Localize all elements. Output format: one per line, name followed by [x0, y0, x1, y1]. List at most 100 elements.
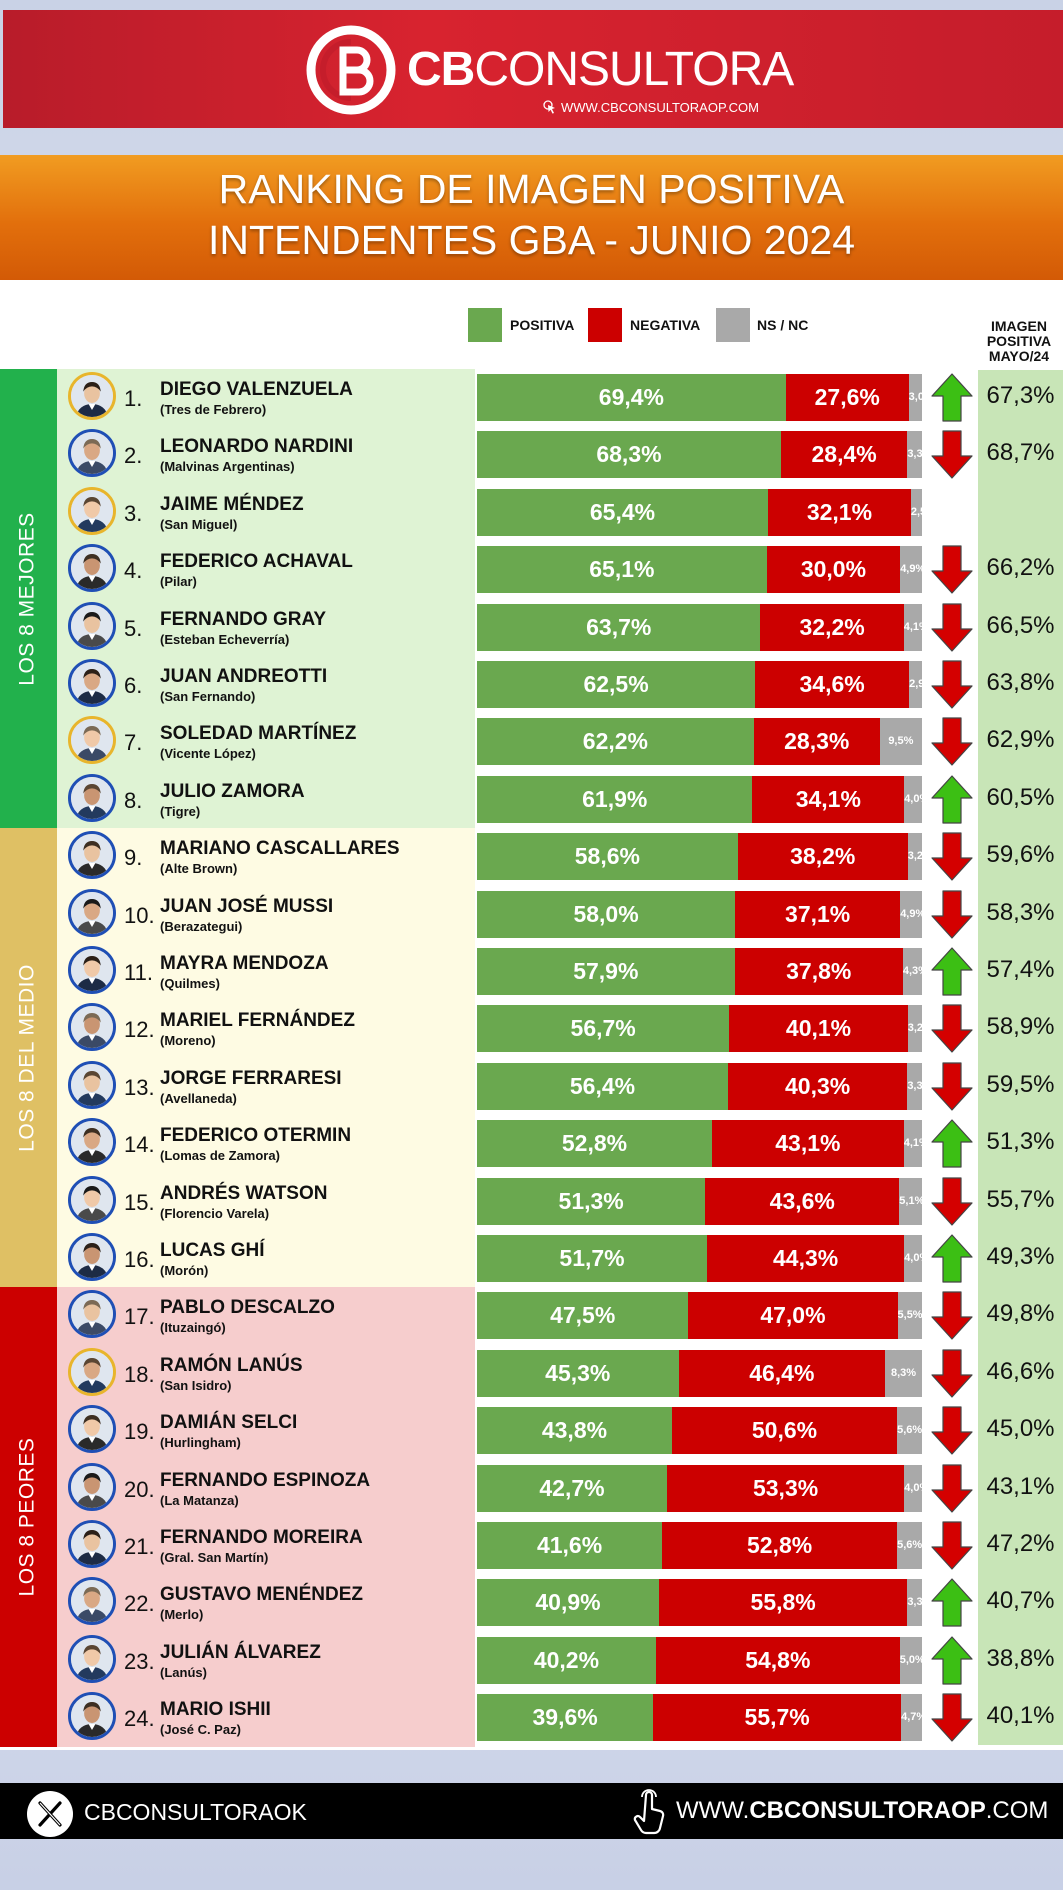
bar-positive: 68,3%	[477, 431, 781, 479]
bar-negative: 46,4%	[678, 1349, 886, 1397]
mayor-name: MARIEL FERNÁNDEZ	[160, 1010, 355, 1032]
previous-positive-value: 59,6%	[986, 841, 1055, 869]
bar-negative: 38,2%	[737, 833, 908, 881]
footer-social-handle[interactable]: CBCONSULTORAOK	[84, 1799, 307, 1825]
bar-negative-label: 37,1%	[785, 900, 851, 927]
bar-nsnc-label: 5,6%	[897, 1424, 922, 1437]
arrow-up-icon	[931, 1234, 973, 1283]
district-name: (Tres de Febrero)	[160, 402, 267, 417]
stacked-bar: 56,4% 40,3% 3,3%	[477, 1062, 922, 1110]
bar-nsnc-label: 4,7%	[901, 1711, 922, 1724]
ranking-row: 2. LEONARDO NARDINI (Malvinas Argentinas) 6…	[0, 426, 1063, 483]
bar-nsnc: 5,5%	[897, 1292, 922, 1340]
bar-negative: 43,6%	[705, 1177, 900, 1225]
bar-negative-label: 32,1%	[806, 498, 873, 525]
bar-negative-label: 50,6%	[751, 1417, 818, 1444]
ranking-row: 21. FERNANDO MOREIRA (Gral. San Martín) 41,…	[0, 1517, 1063, 1574]
x-logo-icon[interactable]	[27, 1791, 73, 1837]
arrow-down-icon	[931, 832, 973, 881]
previous-positive-value: 47,2%	[986, 1530, 1055, 1557]
bar-negative-label: 40,3%	[785, 1072, 851, 1099]
arrow-down-icon	[931, 1693, 973, 1742]
bar-positive: 43,8%	[477, 1407, 672, 1455]
previous-column-background	[978, 370, 1063, 1745]
bar-negative-label: 34,1%	[795, 785, 861, 812]
rank-number: 10.	[124, 902, 155, 928]
district-name: (Florencio Varela)	[160, 1205, 270, 1221]
rank-number: 1.	[124, 386, 143, 411]
bar-positive-label: 58,6%	[574, 843, 640, 870]
ranking-row: 23.JULIÁN ÁLVAREZ(Lanús) 40,2% 54,8% 5,0% 38…	[0, 1632, 1063, 1689]
bar-positive: 69,4%	[477, 374, 786, 421]
rank-number: 12.	[124, 1017, 155, 1043]
legend-label-nsnc: NS / NC	[757, 317, 809, 333]
previous-positive-value: 58,3%	[986, 898, 1055, 926]
previous-positive-value: 40,7%	[986, 1587, 1055, 1615]
stacked-bar: 57,9% 37,8% 4,3%	[477, 948, 922, 995]
avatar	[68, 1577, 116, 1626]
stacked-bar: 42,7% 53,3% 4,0%	[477, 1464, 922, 1512]
previous-positive-value: 38,8%	[986, 1644, 1055, 1672]
bar-nsnc: 4,9%	[900, 546, 922, 594]
bar-negative: 50,6%	[671, 1407, 898, 1455]
bar-negative: 55,8%	[659, 1579, 908, 1627]
group-bar-1: LOS 8 MEJORES	[0, 369, 57, 829]
rank-number: 22.	[124, 1591, 155, 1617]
bar-negative: 47,0%	[688, 1292, 898, 1340]
bar-nsnc-label: 4,9%	[900, 907, 922, 920]
bar-negative-label: 52,8%	[746, 1532, 813, 1558]
bar-positive-label: 51,3%	[558, 1187, 624, 1214]
bar-nsnc-label: 9,5%	[888, 735, 914, 748]
district-name: (Morón)	[160, 1263, 209, 1278]
bar-nsnc: 3,3%	[907, 1062, 922, 1110]
bar-positive-label: 56,7%	[570, 1015, 636, 1042]
avatar	[68, 1405, 116, 1454]
previous-positive-value: 43,1%	[986, 1472, 1055, 1500]
arrow-up-icon	[931, 1636, 973, 1685]
stacked-bar: 40,9% 55,8% 3,3%	[477, 1579, 922, 1627]
bar-positive-label: 61,9%	[582, 785, 648, 812]
avatar	[68, 1060, 116, 1109]
arrow-up-icon	[931, 1578, 973, 1627]
avatar	[68, 946, 116, 994]
district-name: (Quilmes)	[160, 976, 220, 991]
avatar	[68, 1347, 116, 1396]
arrow-down-icon	[931, 1406, 973, 1455]
bar-nsnc: 3,3%	[907, 431, 922, 479]
bar-nsnc: 4,1%	[903, 1120, 922, 1168]
avatar	[68, 544, 116, 593]
stacked-bar: 68,3% 28,4% 3,3%	[477, 431, 922, 479]
footer: CBCONSULTORAOK WWW.CBCONSULTORAOP.COM	[0, 1783, 1063, 1839]
rank-number: 21.	[124, 1534, 155, 1559]
cb-logo-icon	[306, 25, 396, 115]
avatar	[68, 486, 116, 535]
avatar	[68, 1290, 116, 1339]
avatar	[68, 1233, 116, 1281]
bar-nsnc: 4,0%	[904, 1464, 922, 1512]
rank-number: 17.	[124, 1304, 155, 1330]
district-name: (Esteban Echeverría)	[160, 631, 290, 647]
rank-number: 18.	[124, 1361, 155, 1387]
mayor-name: JULIO ZAMORA	[160, 780, 305, 802]
rank-number: 19.	[124, 1419, 155, 1445]
bar-nsnc: 5,6%	[897, 1407, 922, 1455]
header-website[interactable]: WWW.CBCONSULTORAOP.COM	[543, 100, 759, 115]
avatar	[68, 1692, 116, 1741]
footer-website[interactable]: WWW.CBCONSULTORAOP.COM	[676, 1797, 1049, 1824]
avatar	[68, 773, 116, 822]
ranking-row: 9. MARIANO CASCALLARES (Alte Brown) 58,6% 38…	[0, 828, 1063, 885]
rank-number: 16.	[124, 1247, 155, 1272]
legend-label-negative: NEGATIVA	[630, 317, 701, 333]
avatar	[68, 601, 116, 650]
arrow-down-icon	[931, 1463, 973, 1513]
district-name: (La Matanza)	[160, 1492, 239, 1508]
previous-positive-value: 60,5%	[986, 783, 1055, 811]
district-name: (José C. Paz)	[160, 1722, 241, 1738]
bar-nsnc-label: 4,0%	[904, 792, 922, 805]
bar-positive-label: 68,3%	[596, 441, 662, 468]
arrow-down-icon	[931, 1004, 973, 1053]
arrow-up-icon	[931, 1119, 973, 1168]
district-name: (Hurlingham)	[160, 1435, 241, 1451]
bar-negative: 52,8%	[662, 1522, 898, 1569]
ranking-row: 17. PABLO DESCALZO (Ituzaingó) 47,5% 47,0% 5,…	[0, 1287, 1063, 1344]
